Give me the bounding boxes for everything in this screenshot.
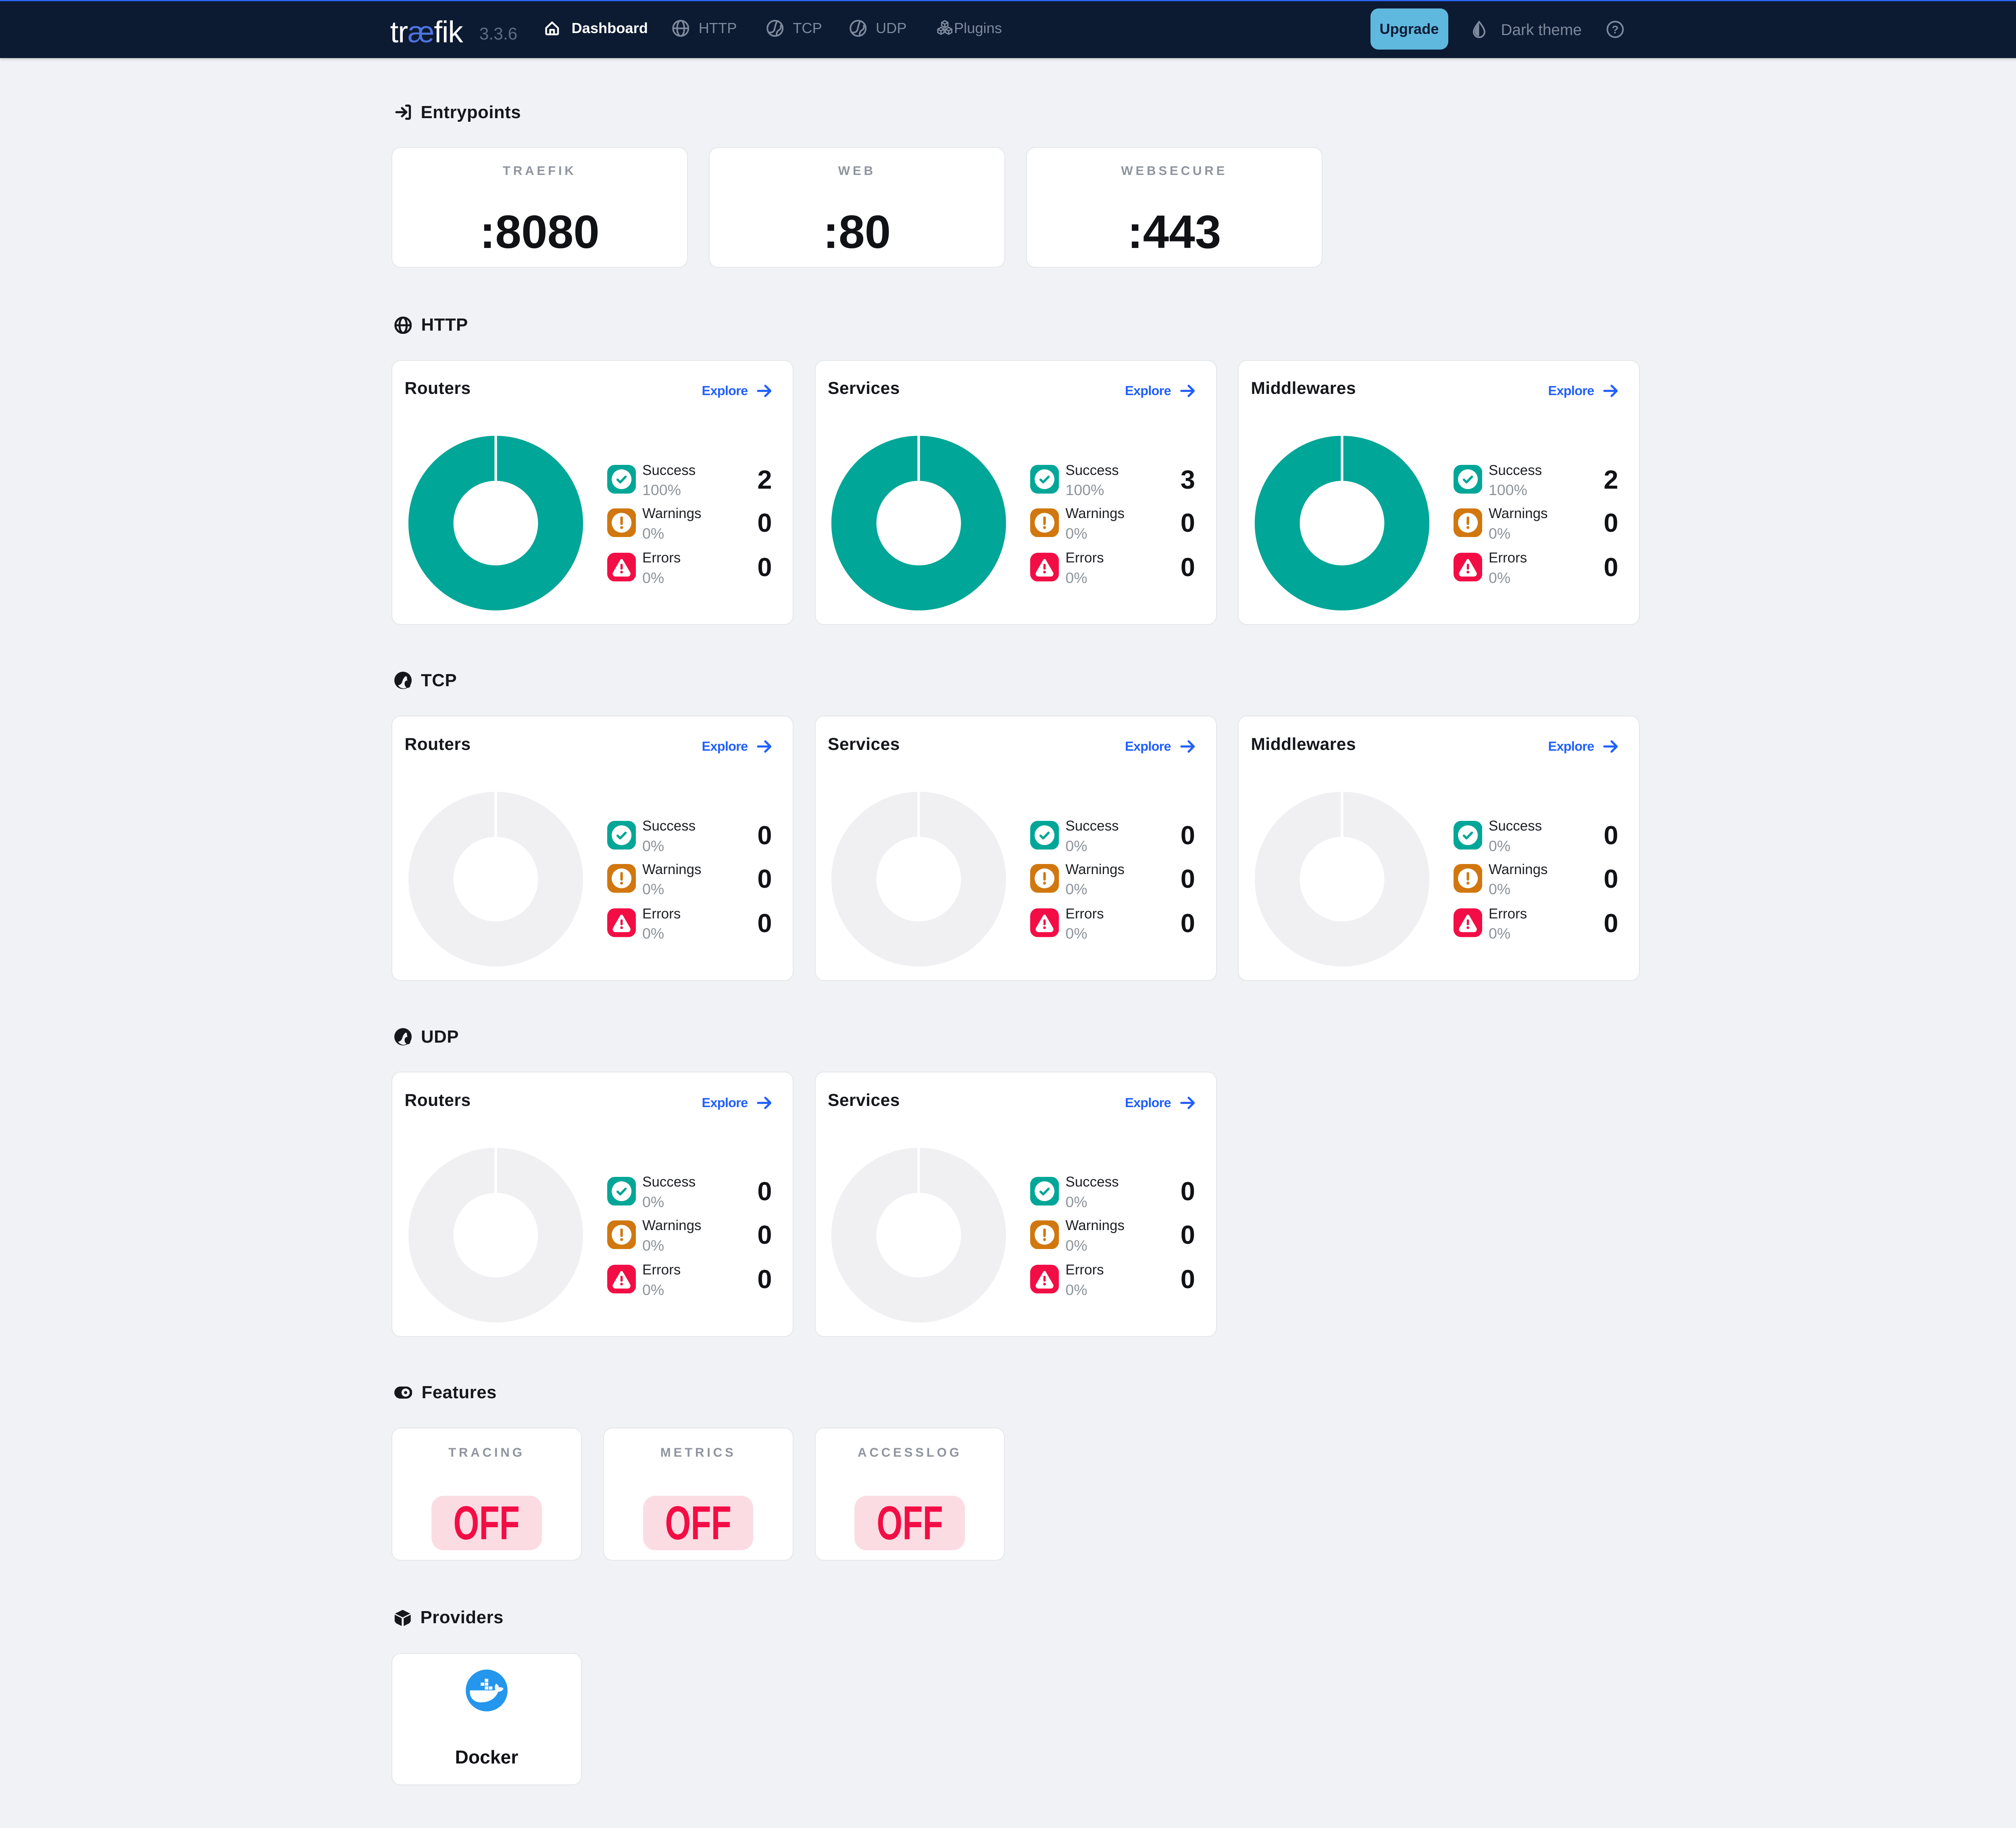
- svg-text:?: ?: [1612, 23, 1618, 36]
